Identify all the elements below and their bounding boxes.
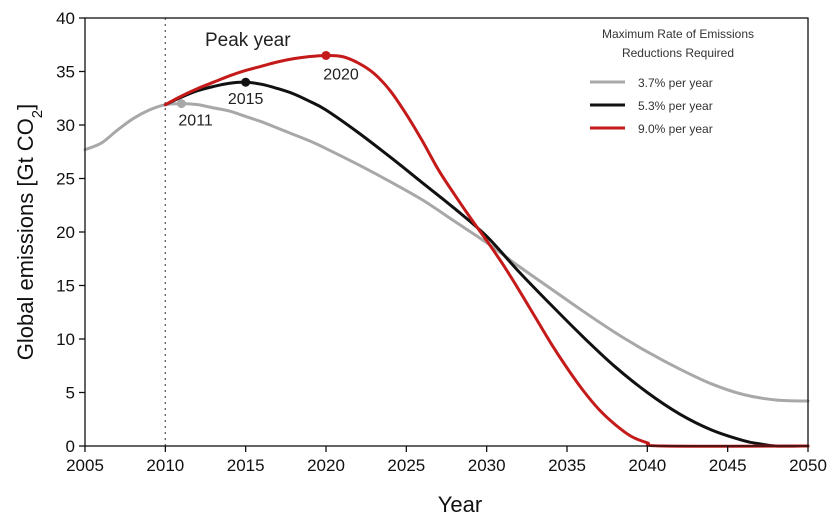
y-tick-label: 15 [56,277,75,296]
y-axis-title-subscript: 2 [29,110,46,118]
x-tick-label: 2015 [227,456,265,475]
y-tick-label: 20 [56,223,75,242]
peak-marker-2020 [321,50,331,60]
x-tick-label: 2030 [468,456,506,475]
x-tick-label: 2035 [548,456,586,475]
peak-label-2011: 2011 [178,113,213,130]
legend-label-5-3: 5.3% per year [638,99,713,113]
y-tick-label: 40 [56,9,75,28]
y-tick-label: 30 [56,116,75,135]
series-line-3-7 [83,102,810,403]
x-axis-title: Year [438,492,482,517]
x-tick-label: 2020 [307,456,345,475]
y-tick-label: 25 [56,170,75,189]
peak-label-2020: 2020 [323,66,359,83]
peak-marker-2015 [241,77,251,87]
legend-label-3-7: 3.7% per year [638,76,713,90]
x-tick-label: 2005 [66,456,104,475]
y-axis-title: Global emissions [Gt CO2] [13,104,46,361]
y-tick-label: 35 [56,63,75,82]
peak-year-label: Peak year [205,30,291,51]
peak-label-2015: 2015 [228,91,264,108]
y-tick-label: 5 [66,384,75,403]
axes-layer: 2005 2010 2015 2020 2025 2030 2035 2040 2045 2050… [56,9,827,475]
y-tick-label: 10 [56,330,75,349]
y-axis-title-main: Global emissions [Gt CO [13,118,38,360]
y-axis-title-end: ] [13,104,38,110]
legend-title-line2: Reductions Required [622,46,734,60]
x-tick-label: 2010 [146,456,184,475]
series-line-5-3 [163,80,810,448]
x-tick-label: 2050 [789,456,827,475]
plot-layer: 2011 2015 2020 [83,18,810,448]
y-tick-label: 0 [66,437,75,456]
series-line-9-0 [163,53,810,448]
legend-label-9-0: 9.0% per year [638,122,713,136]
x-tick-label: 2025 [387,456,425,475]
legend-title-line1: Maximum Rate of Emissions [602,27,754,41]
peak-marker-2011 [176,99,186,109]
x-tick-label: 2045 [709,456,747,475]
x-tick-label: 2040 [628,456,666,475]
legend: Maximum Rate of Emissions Reductions Requ… [590,27,754,136]
